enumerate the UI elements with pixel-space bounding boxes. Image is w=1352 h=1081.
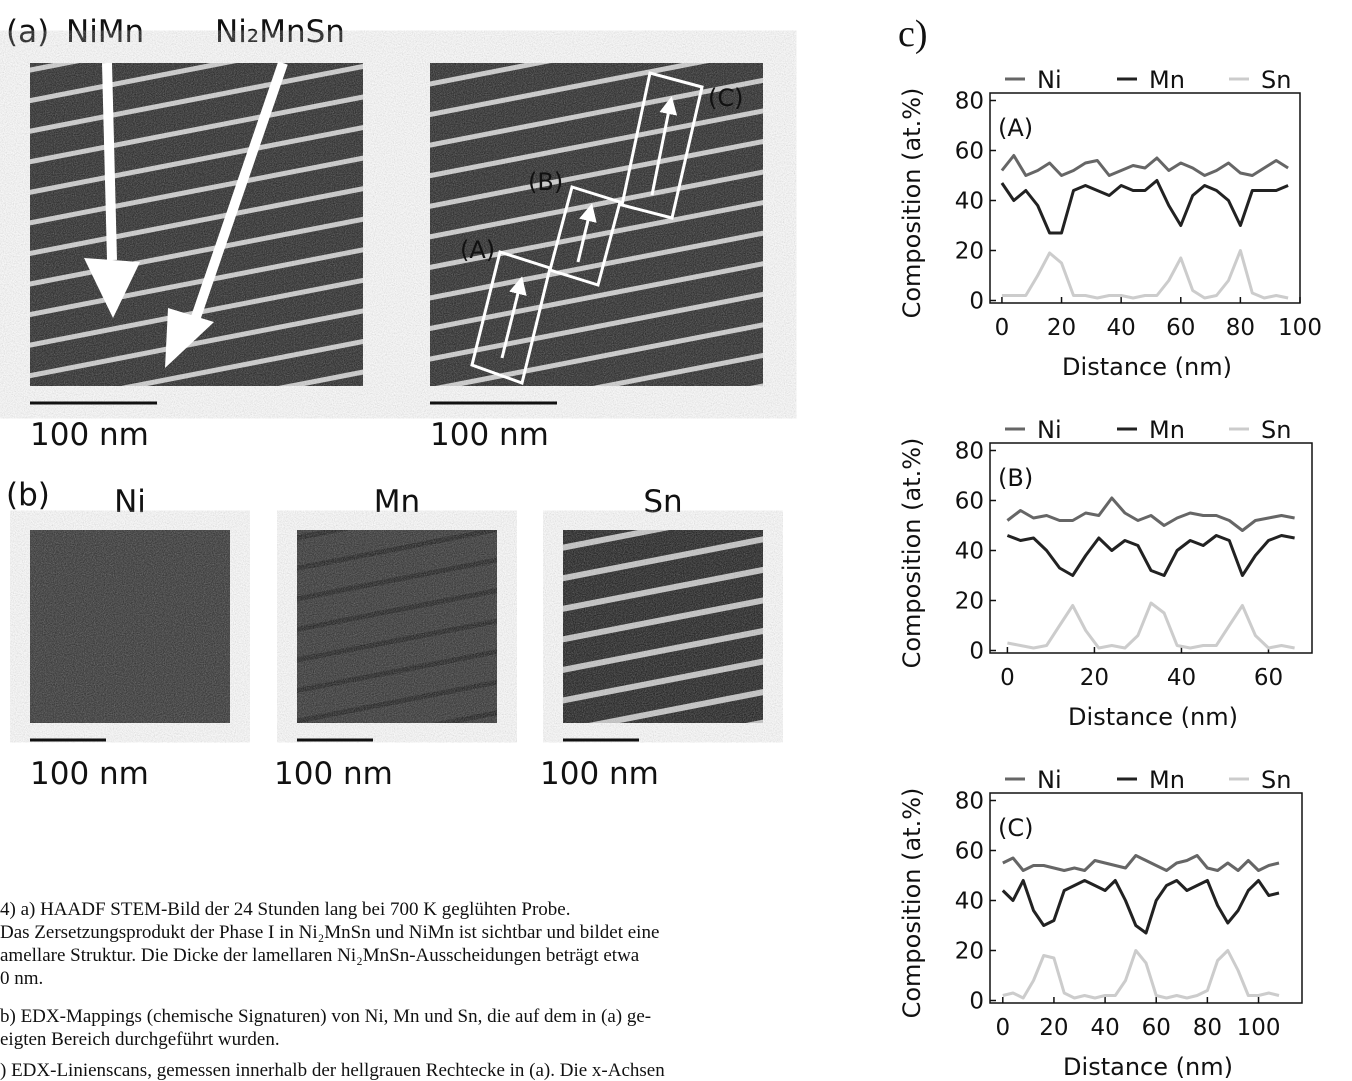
x-tick-label: 80 [1226, 315, 1255, 341]
figure: (a) NiMn Ni₂MnSn (A) (B) (C) 100 nm 100 … [0, 0, 1352, 1081]
data-line [1002, 251, 1288, 299]
scale-label: 100 nm [540, 756, 659, 792]
data-line [1007, 498, 1294, 531]
y-tick-label: 80 [955, 89, 984, 115]
x-axis-label: Distance (nm) [1063, 1053, 1233, 1081]
chart-annotation: (C) [998, 814, 1033, 842]
y-axis-label: Composition (at.%) [898, 438, 926, 669]
caption-line: Das Zersetzungsprodukt der Phase I in Ni… [0, 922, 659, 943]
scale-label: 100 nm [274, 756, 393, 792]
caption-line: eigten Bereich durchgeführt wurden. [0, 1029, 280, 1050]
scale-label: 100 nm [30, 756, 149, 792]
y-tick-label: 80 [955, 439, 984, 465]
legend-label: Mn [1149, 66, 1185, 94]
x-tick-label: 80 [1193, 1015, 1222, 1041]
data-line [1003, 881, 1279, 934]
caption-line: ) EDX-Linienscans, gemessen innerhalb de… [0, 1060, 665, 1081]
region-label: (C) [708, 84, 743, 112]
x-tick-label: 0 [995, 315, 1010, 341]
y-tick-label: 20 [955, 239, 984, 265]
page: EDX figure html, body { margin: 0; paddi… [0, 0, 1352, 1081]
legend-label: Sn [1261, 66, 1291, 94]
x-axis-label: Distance (nm) [1068, 703, 1238, 731]
x-tick-label: 100 [1237, 1015, 1281, 1041]
legend-label: Sn [1261, 766, 1291, 794]
x-tick-label: 20 [1080, 665, 1109, 691]
x-tick-label: 100 [1278, 315, 1322, 341]
page-body: { "figure": { "panel_a_label": "(a)", "a… [0, 0, 1352, 1081]
arrow-label: Ni₂MnSn [215, 14, 345, 50]
caption-line: 4) a) HAADF STEM-Bild der 24 Stunden lan… [0, 899, 570, 920]
panel-label: c) [898, 13, 928, 55]
plot-frame [990, 93, 1300, 303]
caption-line: amellare Struktur. Die Dicke der lamella… [0, 945, 640, 966]
x-tick-label: 0 [1000, 665, 1015, 691]
y-tick-label: 0 [969, 289, 984, 315]
x-axis-label: Distance (nm) [1062, 353, 1232, 381]
y-tick-label: 40 [955, 189, 984, 215]
line-chart: 0 20 40 60 80 0 20 40 60 Ni Mn Sn (B) Distance (nm) Co… [898, 416, 1312, 731]
x-tick-label: 20 [1047, 315, 1076, 341]
y-tick-label: 60 [955, 489, 984, 515]
legend-label: Ni [1037, 766, 1062, 794]
map-label: Ni [114, 484, 146, 520]
data-line [1002, 181, 1288, 234]
y-tick-label: 60 [955, 839, 984, 865]
stem-image [30, 63, 363, 386]
region-label: (A) [460, 236, 495, 264]
y-tick-label: 60 [955, 139, 984, 165]
scale-label: 100 nm [430, 417, 549, 453]
y-tick-label: 40 [955, 889, 984, 915]
x-tick-label: 60 [1254, 665, 1283, 691]
y-tick-label: 0 [969, 989, 984, 1015]
y-tick-label: 40 [955, 539, 984, 565]
map-label: Sn [643, 484, 682, 520]
data-line [1007, 536, 1294, 576]
y-tick-label: 20 [955, 939, 984, 965]
data-line [1007, 603, 1294, 648]
chart-annotation: (A) [998, 114, 1033, 142]
x-tick-label: 40 [1167, 665, 1196, 691]
legend-label: Mn [1149, 766, 1185, 794]
arrow-label: NiMn [66, 14, 144, 50]
y-tick-label: 20 [955, 589, 984, 615]
line-chart: 0 20 40 60 80 0 20 40 60 80 100 Ni Mn Sn (C) Distance (… [898, 766, 1302, 1081]
data-line [1002, 156, 1288, 176]
panel-label: (a) [6, 14, 49, 50]
chart-annotation: (B) [998, 464, 1033, 492]
legend-label: Mn [1149, 416, 1185, 444]
edx-map [30, 530, 230, 723]
edx-map [297, 530, 497, 723]
caption-line: 0 nm. [0, 968, 43, 989]
y-tick-label: 80 [955, 789, 984, 815]
x-tick-label: 60 [1142, 1015, 1171, 1041]
map-label: Mn [374, 484, 420, 520]
caption-line: b) EDX-Mappings (chemische Signaturen) v… [0, 1006, 651, 1027]
x-tick-label: 40 [1090, 1015, 1119, 1041]
y-axis-label: Composition (at.%) [898, 88, 926, 319]
legend-label: Ni [1037, 66, 1062, 94]
x-tick-label: 60 [1166, 315, 1195, 341]
line-chart: 0 20 40 60 80 0 20 40 60 80 100 Ni Mn Sn (A) Distance (… [898, 66, 1322, 381]
legend-label: Ni [1037, 416, 1062, 444]
edx-map [563, 530, 763, 723]
data-line [1003, 856, 1279, 871]
region-label: (B) [528, 168, 563, 196]
x-tick-label: 0 [995, 1015, 1010, 1041]
panel-label: (b) [6, 477, 50, 513]
legend-label: Sn [1261, 416, 1291, 444]
x-tick-label: 40 [1107, 315, 1136, 341]
y-axis-label: Composition (at.%) [898, 788, 926, 1019]
y-tick-label: 0 [969, 639, 984, 665]
x-tick-label: 20 [1039, 1015, 1068, 1041]
scale-label: 100 nm [30, 417, 149, 453]
data-line [1003, 951, 1279, 999]
